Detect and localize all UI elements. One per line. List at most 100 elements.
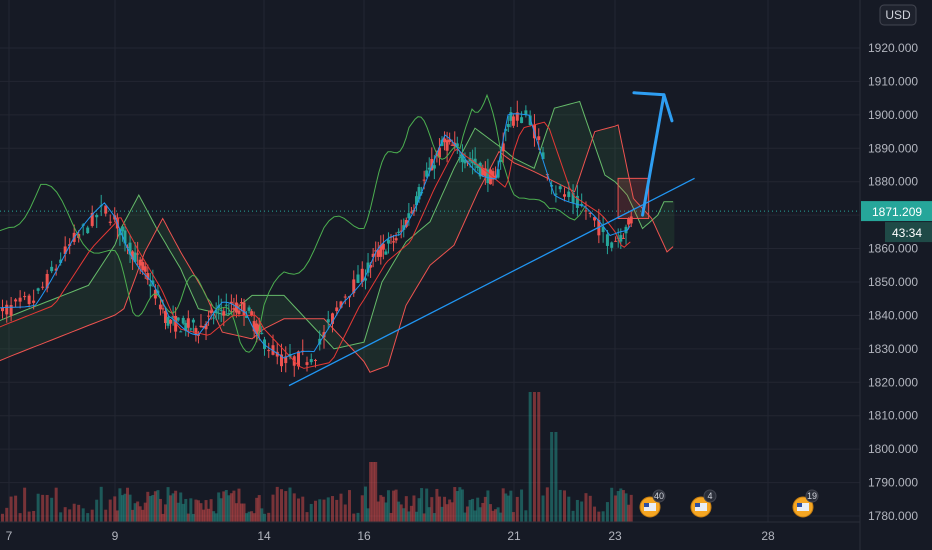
volume-bar — [288, 487, 292, 522]
candle-body — [267, 350, 271, 352]
candle-body — [627, 219, 631, 225]
volume-bar — [1, 513, 4, 522]
candle-body — [528, 115, 532, 126]
arrow-head — [632, 91, 674, 123]
time-tick-label: 16 — [357, 529, 371, 543]
volume-bar — [580, 501, 584, 522]
volume-bar — [379, 495, 383, 522]
event-count-bubble — [652, 489, 666, 503]
candle-body — [199, 325, 203, 327]
volume-bar — [202, 509, 206, 522]
volume-bar — [567, 496, 571, 522]
candle-body — [335, 307, 339, 312]
candle-body — [494, 175, 498, 178]
candle-body — [169, 319, 173, 324]
volume-bar — [164, 504, 168, 522]
volume-bar — [222, 491, 226, 522]
candle-body — [409, 211, 413, 213]
candle-body — [483, 168, 487, 177]
countdown-label-bg — [885, 222, 932, 243]
volume-bar — [515, 496, 519, 522]
tenkan-line — [0, 113, 631, 359]
volume-bar — [32, 510, 36, 522]
candle-body — [379, 245, 383, 257]
volume-bar — [571, 510, 575, 522]
volume-bar — [360, 495, 364, 522]
candle-body — [263, 339, 266, 349]
time-tick-label: 14 — [257, 529, 271, 543]
volume-bar — [14, 495, 18, 522]
candle-body — [214, 310, 218, 313]
candle-body — [404, 219, 408, 227]
price-tick-label: 1890.000 — [868, 141, 918, 155]
volume-bar — [194, 499, 198, 522]
volume-bar — [143, 502, 147, 522]
kijun-line — [0, 121, 631, 369]
candle-body — [219, 309, 223, 311]
volume-bar — [460, 489, 464, 522]
candle-body — [445, 140, 449, 151]
drawings — [0, 91, 860, 387]
price-tick-label: 1800.000 — [868, 442, 918, 456]
candle-body — [118, 228, 122, 236]
candle-body — [158, 304, 162, 310]
volume-bar — [425, 488, 429, 522]
volume-bar — [81, 508, 85, 522]
candle-body — [143, 266, 147, 272]
span-a-line — [0, 100, 674, 350]
volume-bar — [240, 503, 244, 522]
candle-body — [271, 345, 275, 355]
volume-bar — [148, 496, 152, 522]
volume-bar — [196, 500, 200, 522]
candle-body — [90, 212, 94, 226]
candle-body — [86, 227, 90, 234]
volume-bar — [524, 510, 528, 522]
candle-body — [473, 158, 477, 165]
volume-bar — [95, 499, 99, 522]
candle-body — [123, 230, 127, 244]
us-flag-canton — [695, 503, 700, 507]
candle-body — [204, 323, 208, 330]
candle-body — [402, 225, 406, 230]
volume-bar — [250, 511, 254, 522]
volume-bar — [545, 487, 549, 522]
volume-bar — [217, 492, 221, 522]
candle-body — [397, 231, 401, 233]
volume-bar — [113, 496, 117, 522]
candle-body — [136, 253, 140, 255]
candle-body — [166, 317, 170, 326]
volume-bar — [415, 511, 418, 522]
candle-body — [621, 237, 625, 239]
volume-bar — [275, 486, 279, 522]
volume-bar — [99, 486, 103, 522]
candle-body — [486, 169, 490, 184]
event-count: 4 — [707, 491, 712, 501]
candle-body — [202, 325, 206, 328]
candle-body — [275, 351, 279, 357]
candle-body — [499, 159, 503, 162]
volume-bar — [443, 496, 447, 522]
candle-body — [184, 323, 188, 331]
volume-bar — [458, 487, 462, 522]
candle-body — [222, 311, 226, 316]
candle-body — [148, 284, 152, 287]
volume-bar — [509, 490, 513, 522]
volume-bar — [348, 490, 351, 522]
candle-body — [18, 297, 22, 302]
volume-bar — [575, 499, 579, 522]
volume-bar — [141, 509, 145, 522]
candle-body — [458, 156, 462, 158]
candle-body — [471, 160, 475, 164]
candle-body — [440, 139, 444, 146]
volume-bar — [532, 392, 536, 522]
candle-body — [537, 136, 541, 140]
volume-bar — [133, 503, 137, 522]
candle-body — [191, 319, 195, 323]
volume-bar — [232, 490, 236, 522]
volume-bar — [427, 507, 431, 522]
volume-bar — [179, 492, 183, 522]
price-tick-label: 1840.000 — [868, 308, 918, 322]
volume-bar — [229, 493, 233, 522]
